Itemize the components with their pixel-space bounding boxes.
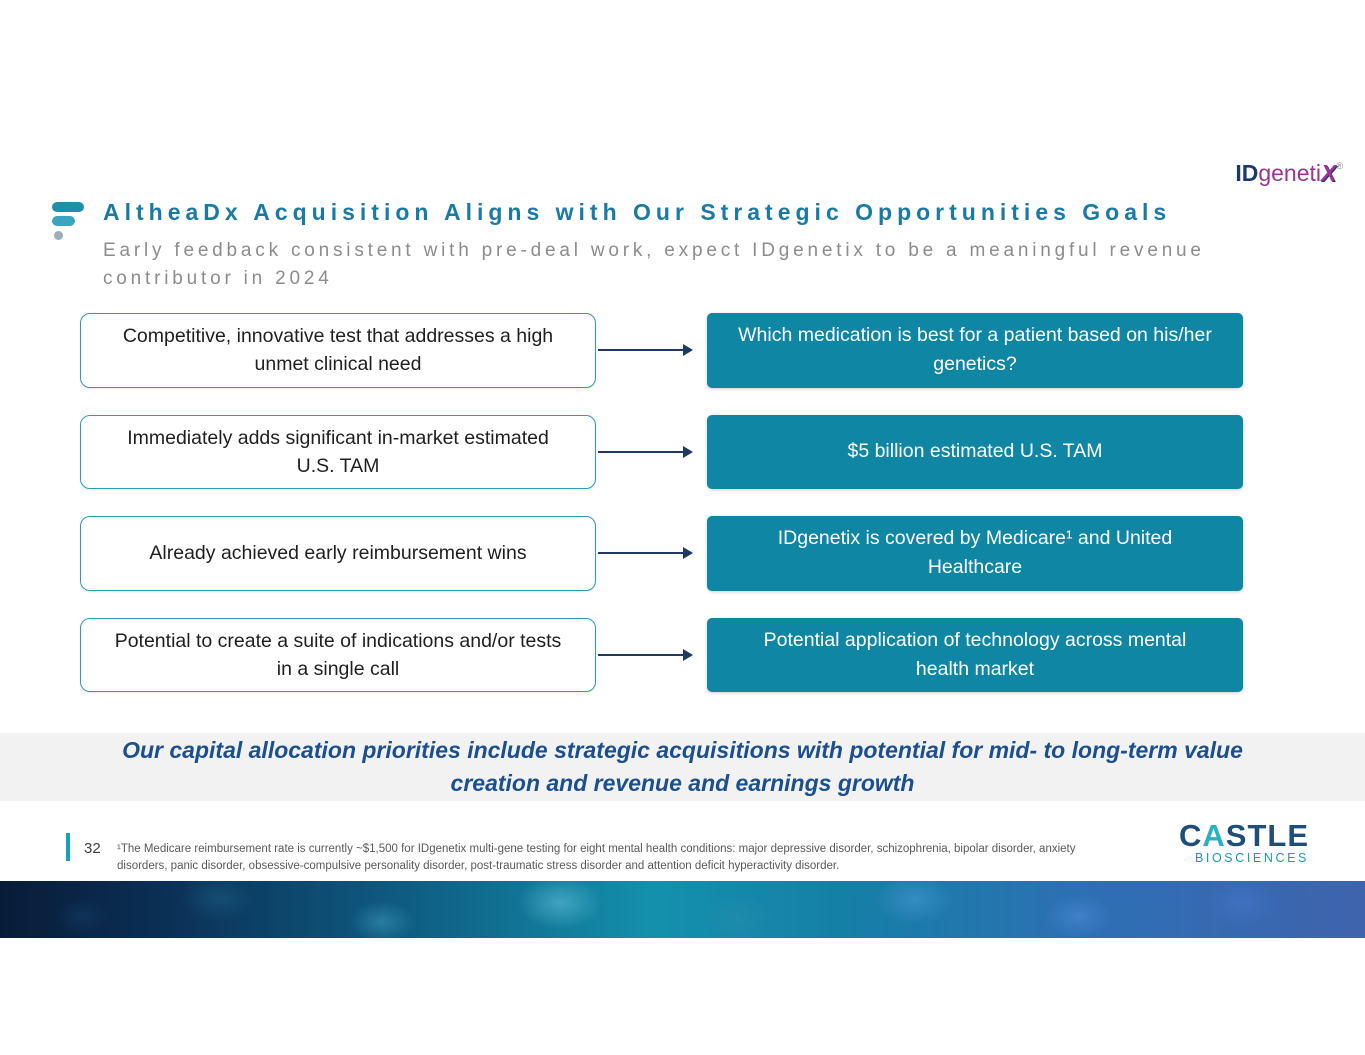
biosciences-wordmark: BIOSCIENCES [1194, 851, 1309, 865]
arrow-head [683, 445, 693, 458]
arrow-icon [596, 415, 707, 490]
arrow-icon [596, 313, 707, 388]
content-rows: Competitive, innovative test that addres… [80, 313, 1243, 719]
right-box-mental-health-market: Potential application of technology acro… [707, 617, 1243, 693]
idgenetix-logo-geneti: geneti [1258, 160, 1322, 186]
left-box-suite: Potential to create a suite of indicatio… [80, 617, 596, 693]
left-box-clinical-need: Competitive, innovative test that addres… [80, 313, 596, 388]
arrow-head [683, 344, 693, 357]
castle-wordmark: CASTLE [1179, 820, 1309, 851]
dna-x-icon: X [1321, 160, 1337, 186]
idgenetix-logo: IDgenetiX® [1235, 162, 1343, 185]
arrow-line [598, 552, 683, 555]
arrow-line [598, 349, 683, 352]
capital-allocation-text: Our capital allocation priorities includ… [122, 737, 1243, 796]
arrow-line [598, 653, 683, 656]
castle-wordmark-c: C [1178, 818, 1203, 853]
page-subtitle: Early feedback consistent with pre-deal … [103, 240, 1205, 289]
row-clinical-need: Competitive, innovative test that addres… [80, 313, 1243, 388]
castle-biosciences-logo: CASTLE BIOSCIENCES [1179, 820, 1309, 865]
castle-brand-mark-icon [52, 202, 84, 240]
right-box-medication-question: Which medication is best for a patient b… [707, 313, 1243, 388]
row-suite-of-indications: Potential to create a suite of indicatio… [80, 617, 1243, 693]
idgenetix-logo-id: ID [1235, 160, 1259, 186]
arrow-icon [596, 618, 707, 693]
right-box-coverage: IDgenetix is covered by Medicare¹ and Un… [707, 516, 1243, 591]
page-title: AltheaDx Acquisition Aligns with Our Str… [103, 199, 1172, 225]
capital-allocation-banner: Our capital allocation priorities includ… [0, 733, 1365, 801]
decorative-cell-band [0, 881, 1365, 938]
row-tam: Immediately adds significant in-market e… [80, 414, 1243, 490]
left-box-reimbursement: Already achieved early reimbursement win… [80, 516, 596, 591]
right-box-tam-value: $5 billion estimated U.S. TAM [707, 414, 1243, 490]
page-number-accent-bar [66, 833, 70, 861]
page-number: 32 [84, 840, 101, 857]
arrow-head [683, 648, 693, 661]
arrow-head [683, 547, 693, 560]
castle-mark-dot [54, 231, 63, 240]
castle-wordmark-stle: STLE [1225, 818, 1309, 853]
castle-mark-bar-middle [52, 216, 75, 226]
castle-mark-bar-top [52, 202, 84, 212]
header: AltheaDx Acquisition Aligns with Our Str… [103, 199, 1318, 292]
castle-wordmark-a-icon: A [1202, 818, 1226, 853]
registered-trademark-mark: ® [1336, 161, 1343, 171]
arrow-line [598, 450, 683, 453]
row-reimbursement: Already achieved early reimbursement win… [80, 516, 1243, 591]
left-box-tam: Immediately adds significant in-market e… [80, 414, 596, 490]
arrow-icon [596, 516, 707, 591]
footnote: ¹The Medicare reimbursement rate is curr… [117, 843, 1076, 873]
